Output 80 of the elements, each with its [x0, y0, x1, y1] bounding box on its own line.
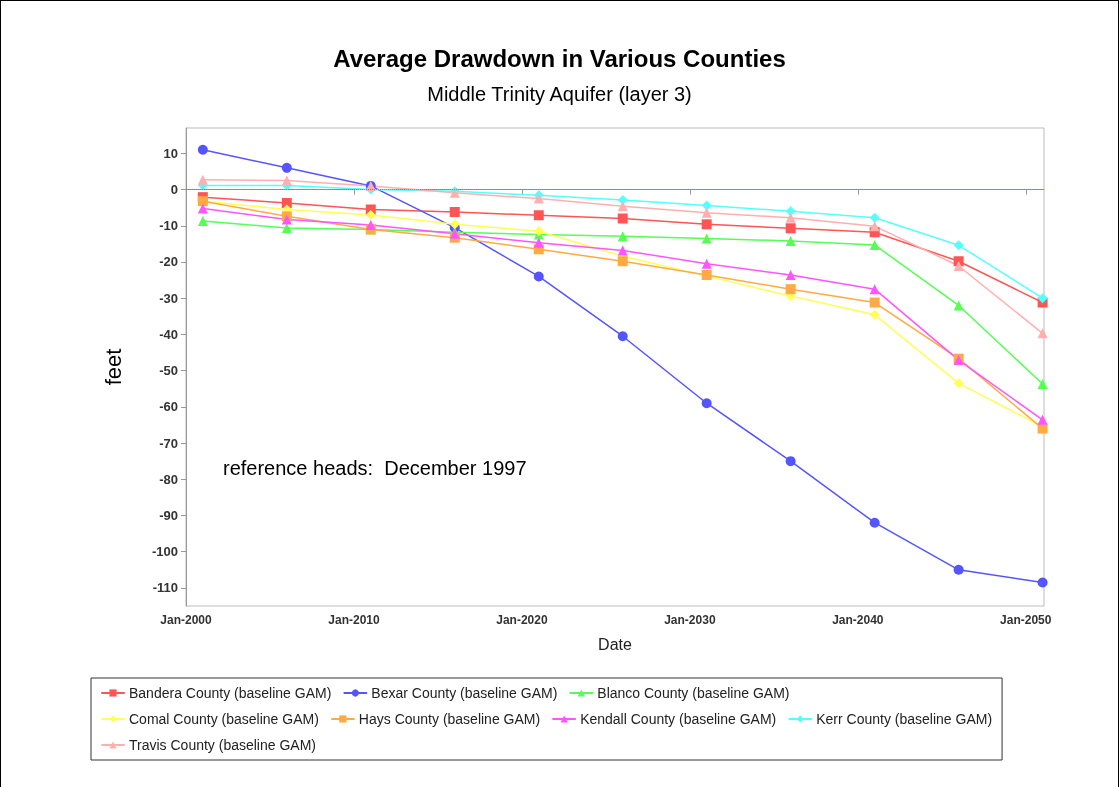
point: [617, 213, 628, 224]
point: [785, 284, 796, 295]
point: [197, 203, 208, 214]
point: [1037, 577, 1048, 588]
legend-label: Hays County (baseline GAM): [358, 711, 541, 727]
point: [281, 175, 292, 186]
y-tick-label: -70: [159, 435, 178, 451]
point: [365, 220, 376, 231]
chart-title: Average Drawdown in Various Counties: [333, 44, 786, 72]
point: [701, 207, 712, 218]
point: [197, 174, 208, 185]
point: [785, 235, 796, 246]
y-tick-label: -60: [159, 399, 178, 415]
x-tick-label: Jan-2050: [1000, 613, 1052, 627]
legend-label: Bexar County (baseline GAM): [371, 685, 558, 701]
point: [953, 378, 964, 389]
legend-label: Kendall County (baseline GAM): [580, 711, 777, 727]
point: [281, 162, 292, 173]
point: [953, 260, 964, 271]
annotation: reference heads: December 1997: [223, 457, 527, 479]
x-tick-label: Jan-2010: [328, 613, 380, 627]
point: [449, 207, 460, 218]
y-tick-label: -10: [159, 218, 178, 234]
x-tick-label: Jan-2040: [832, 613, 884, 627]
point: [533, 237, 544, 248]
point: [701, 258, 712, 269]
chart-subtitle: Middle Trinity Aquifer (layer 3): [427, 83, 692, 105]
y-tick-label: -30: [159, 290, 178, 306]
y-axis-title: feet: [100, 348, 126, 386]
legend-label: Bandera County (baseline GAM): [129, 685, 332, 701]
point: [785, 223, 796, 234]
point: [701, 398, 712, 409]
point: [365, 209, 376, 220]
point: [1037, 328, 1048, 339]
point: [785, 212, 796, 223]
point: [1037, 293, 1048, 304]
point: [533, 210, 544, 221]
point: [869, 517, 880, 528]
point: [869, 284, 880, 295]
point: [701, 233, 712, 244]
point: [785, 206, 796, 217]
point: [869, 309, 880, 320]
point: [1037, 379, 1048, 390]
legend-label: Travis County (baseline GAM): [129, 737, 316, 753]
point: [617, 245, 628, 256]
point: [617, 231, 628, 242]
point: [869, 297, 880, 308]
point: [197, 144, 208, 155]
y-tick-label: -40: [159, 326, 178, 342]
x-tick-label: Jan-2000: [160, 613, 213, 627]
legend-label: Kerr County (baseline GAM): [816, 711, 993, 727]
point: [701, 219, 712, 230]
x-tick-label: Jan-2020: [496, 613, 548, 627]
legend-label: Comal County (baseline GAM): [129, 711, 319, 727]
y-tick-label: -50: [159, 363, 178, 379]
point: [617, 201, 628, 212]
point: [785, 456, 796, 467]
point: [869, 239, 880, 250]
y-tick-label: -80: [159, 471, 178, 487]
point: [953, 240, 964, 251]
point: [197, 216, 208, 227]
y-tick-label: -110: [152, 580, 178, 596]
point: [617, 256, 628, 267]
y-tick-label: 0: [170, 182, 178, 198]
point: [701, 200, 712, 211]
x-axis-title: Date: [598, 635, 632, 653]
y-tick-label: -90: [159, 507, 178, 523]
point: [953, 300, 964, 311]
point: [1037, 414, 1048, 425]
legend-label: Blanco County (baseline GAM): [597, 685, 790, 701]
point: [617, 331, 628, 342]
y-tick-label: -20: [159, 254, 178, 270]
point: [869, 212, 880, 223]
y-tick-label: 10: [163, 145, 178, 161]
y-tick-label: -100: [151, 544, 178, 560]
point: [953, 564, 964, 575]
point: [785, 270, 796, 281]
point: [533, 271, 544, 282]
point: [869, 221, 880, 232]
x-tick-label: Jan-2030: [664, 613, 716, 627]
